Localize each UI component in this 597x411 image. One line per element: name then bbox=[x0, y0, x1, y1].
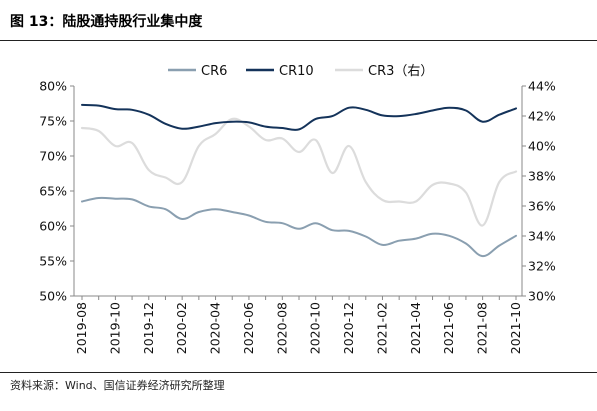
series-line-cr3 bbox=[80, 117, 518, 227]
x-tick-label: 2021-10 bbox=[508, 302, 523, 354]
left-y-tick-label: 75% bbox=[39, 114, 67, 129]
source-note: 资料来源：Wind、国信证券经济研究所整理 bbox=[10, 379, 225, 392]
legend-label-cr6: CR6 bbox=[201, 64, 227, 79]
x-tick-label: 2020-06 bbox=[241, 302, 256, 354]
right-y-tick-label: 30% bbox=[528, 289, 556, 304]
x-tick-label: 2020-12 bbox=[341, 302, 356, 354]
right-y-tick-label: 40% bbox=[528, 139, 556, 154]
chart-legend: CR6 CR10 CR3（右） bbox=[168, 64, 433, 79]
right-y-tick-label: 34% bbox=[528, 229, 556, 244]
legend-label-cr10: CR10 bbox=[279, 64, 314, 79]
x-tick-label: 2021-02 bbox=[374, 302, 389, 354]
left-y-tick-label: 80% bbox=[39, 79, 67, 94]
left-y-tick-label: 65% bbox=[39, 184, 67, 199]
series-line-cr6 bbox=[81, 196, 517, 258]
chart-axes: 50% 55% 60% 65% 70% 75% 80% 30% 32% 34% 36% 38% 40% 4… bbox=[39, 79, 556, 355]
x-tick-label: 2020-02 bbox=[174, 302, 189, 354]
x-tick-label: 2020-10 bbox=[308, 302, 323, 354]
right-y-tick-label: 32% bbox=[528, 259, 556, 274]
right-y-tick-label: 38% bbox=[528, 169, 556, 184]
left-y-tick-label: 55% bbox=[39, 254, 67, 269]
right-y-tick-label: 42% bbox=[528, 109, 556, 124]
x-tick-label: 2020-08 bbox=[274, 302, 289, 354]
figure-title: 图 13：陆股通持股行业集中度 bbox=[10, 14, 203, 30]
x-tick-label: 2021-04 bbox=[408, 302, 423, 354]
chart-lines bbox=[80, 103, 518, 258]
x-tick-label: 2019-08 bbox=[74, 302, 89, 354]
left-y-tick-label: 50% bbox=[39, 289, 67, 304]
figure-header: 图 13：陆股通持股行业集中度 bbox=[0, 0, 597, 40]
x-tick-label: 2020-04 bbox=[208, 302, 223, 354]
x-tick-label: 2019-10 bbox=[107, 302, 122, 354]
series-line-cr10 bbox=[81, 103, 517, 131]
x-tick-label: 2021-08 bbox=[475, 302, 490, 354]
right-y-tick-label: 36% bbox=[528, 199, 556, 214]
legend-label-cr3: CR3（右） bbox=[368, 64, 433, 79]
x-tick-label: 2021-06 bbox=[441, 302, 456, 354]
x-tick-label: 2019-12 bbox=[141, 302, 156, 354]
footer-rule bbox=[0, 372, 597, 373]
right-y-tick-label: 44% bbox=[528, 79, 556, 94]
header-rule bbox=[0, 40, 597, 41]
left-y-tick-label: 70% bbox=[39, 149, 67, 164]
left-y-tick-label: 60% bbox=[39, 219, 67, 234]
